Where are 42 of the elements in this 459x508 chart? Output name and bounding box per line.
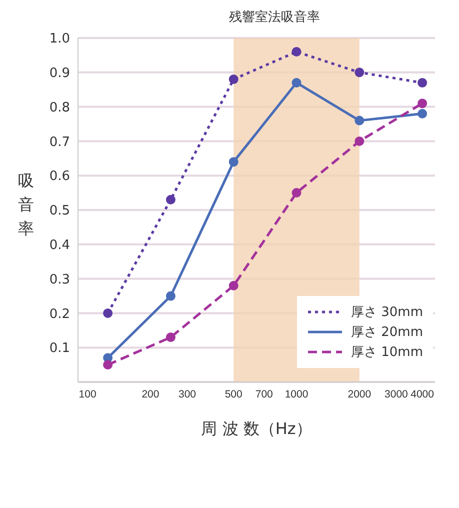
x-tick-label: 2000 — [348, 388, 372, 400]
point — [354, 116, 364, 126]
chart-title: 残響室法吸音率 — [228, 9, 321, 27]
point — [228, 74, 238, 84]
x-axis-title: 周 波 数（Hz） — [201, 419, 312, 438]
y-tick-label: 0.4 — [49, 238, 70, 254]
point — [354, 136, 364, 146]
point — [103, 360, 113, 370]
y-tick-label: 0.7 — [49, 134, 70, 150]
legend-label: 厚さ 20mm — [350, 324, 423, 341]
point — [166, 194, 176, 204]
y-tick-label: 0.5 — [49, 204, 70, 219]
legend-label: 厚さ 30mm — [350, 304, 423, 321]
legend-label: 厚さ 10mm — [350, 344, 423, 361]
point — [103, 308, 113, 318]
point — [418, 108, 428, 118]
y-tick-label: 0.8 — [49, 100, 70, 116]
point — [292, 47, 302, 57]
x-tick-label: 500 — [224, 388, 243, 400]
x-tick-label: 100 — [78, 388, 96, 400]
point — [292, 188, 302, 198]
y-axis-title: 吸音率 — [18, 171, 34, 238]
point — [418, 98, 428, 108]
point — [418, 78, 428, 88]
x-tick-label: 1000 — [284, 388, 308, 400]
y-tick-label: 0.3 — [49, 272, 70, 288]
x-tick-label: 300 — [178, 388, 196, 400]
y-tick-label: 0.9 — [49, 66, 70, 82]
point — [228, 280, 238, 290]
x-tick-label: 700 — [255, 388, 274, 400]
y-tick-label: 0.6 — [49, 169, 70, 184]
y-tick-label: 1.0 — [49, 32, 70, 47]
point — [354, 68, 364, 78]
x-tick-label: 3000 — [384, 388, 408, 400]
y-tick-label: 0.1 — [49, 341, 70, 356]
point — [166, 291, 176, 301]
point — [228, 157, 238, 167]
x-tick-label: 4000 — [410, 388, 434, 400]
point — [292, 78, 302, 88]
point — [166, 332, 176, 342]
y-tick-label: 0.2 — [49, 306, 70, 322]
x-tick-label: 200 — [142, 388, 160, 400]
